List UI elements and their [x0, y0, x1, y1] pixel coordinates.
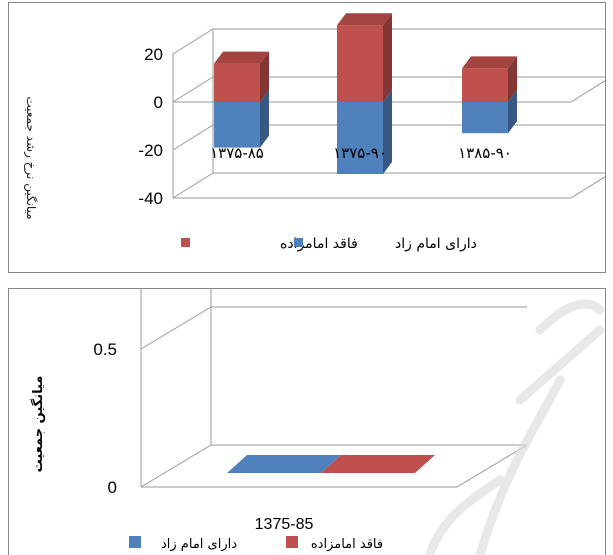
chart-1-gridline — [172, 172, 605, 199]
chart-1-bar-top — [337, 13, 392, 26]
chart-2-panel: 10.50 1375-85 میانگین جمعیت دارای امام ز… — [8, 288, 606, 555]
chart-2-gridline — [140, 306, 527, 350]
chart-2-svg: 10.50 1375-85 میانگین جمعیت دارای امام ز… — [30, 289, 528, 552]
chart-1-bar-front — [337, 25, 383, 103]
chart-1-y-axis-label: میانگین نرخ رشد جمعیت — [23, 96, 38, 219]
chart-1-y-tick-label: 20 — [144, 45, 163, 64]
chart-2-legend-label-series-2: فاقد امامزاده — [311, 537, 383, 552]
chart-1-bar-side — [508, 56, 517, 102]
chart-1-bar-side — [383, 13, 392, 103]
chart-2-bar — [227, 455, 341, 473]
chart-2-y-tick-label: 0 — [108, 478, 117, 497]
chart-1-zero-edge — [570, 80, 605, 103]
chart-1-bar-front — [337, 102, 383, 174]
chart-1-floor — [173, 176, 605, 199]
chart-1-panel: 20 0 -20 -40 ۱۳۷۵-۸۵ ۱۳۷۵-۹۰ ۱۳۸۵-۹۰ میانگین … — [8, 2, 606, 273]
chart-1-bar-side — [260, 51, 269, 102]
chart-1-bar-top — [462, 56, 517, 69]
chart-1-legend-label-series-1: دارای امام زاد — [395, 236, 477, 252]
chart-1-category-label: ۱۳۷۵-۹۰ — [333, 144, 387, 162]
chart-2-y-axis-label: میانگین جمعیت — [30, 376, 46, 473]
chart-2-legend-swatch-series-2 — [286, 536, 298, 548]
chart-1-svg: 20 0 -20 -40 ۱۳۷۵-۸۵ ۱۳۷۵-۹۰ ۱۳۸۵-۹۰ میانگین … — [23, 13, 605, 252]
chart-2-y-tick-label: 0.5 — [93, 340, 117, 359]
chart-2-bar — [321, 455, 435, 473]
chart-1-bar-side — [260, 90, 269, 148]
chart-1-y-tick-label: -20 — [138, 141, 163, 160]
chart-1-bar-front — [462, 68, 508, 102]
chart-1-legend-swatch-series-2 — [181, 238, 190, 247]
chart-1-bar-side — [383, 90, 392, 174]
chart-1-legend-label-series-2: فاقد امامزاده — [280, 236, 358, 252]
chart-2-category-label: 1375-85 — [255, 516, 314, 533]
chart-1-bar-front — [214, 63, 260, 102]
chart-1-bar-front — [214, 102, 260, 148]
chart-1-bar-top — [214, 51, 269, 64]
chart-2-legend-label-series-1: دارای امام زاد — [161, 537, 237, 552]
chart-1-y-tick-label: -40 — [138, 189, 163, 208]
chart-1-category-label: ۱۳۷۵-۸۵ — [210, 144, 264, 162]
chart-1-category-label: ۱۳۸۵-۹۰ — [458, 144, 512, 162]
chart-1-bar-side — [508, 90, 517, 134]
chart-1-y-tick-label: 0 — [154, 93, 163, 112]
chart-1-legend-swatch-series-1 — [294, 238, 303, 247]
chart-1-bar-front — [462, 102, 508, 134]
chart-2-legend-swatch-series-1 — [129, 536, 141, 548]
